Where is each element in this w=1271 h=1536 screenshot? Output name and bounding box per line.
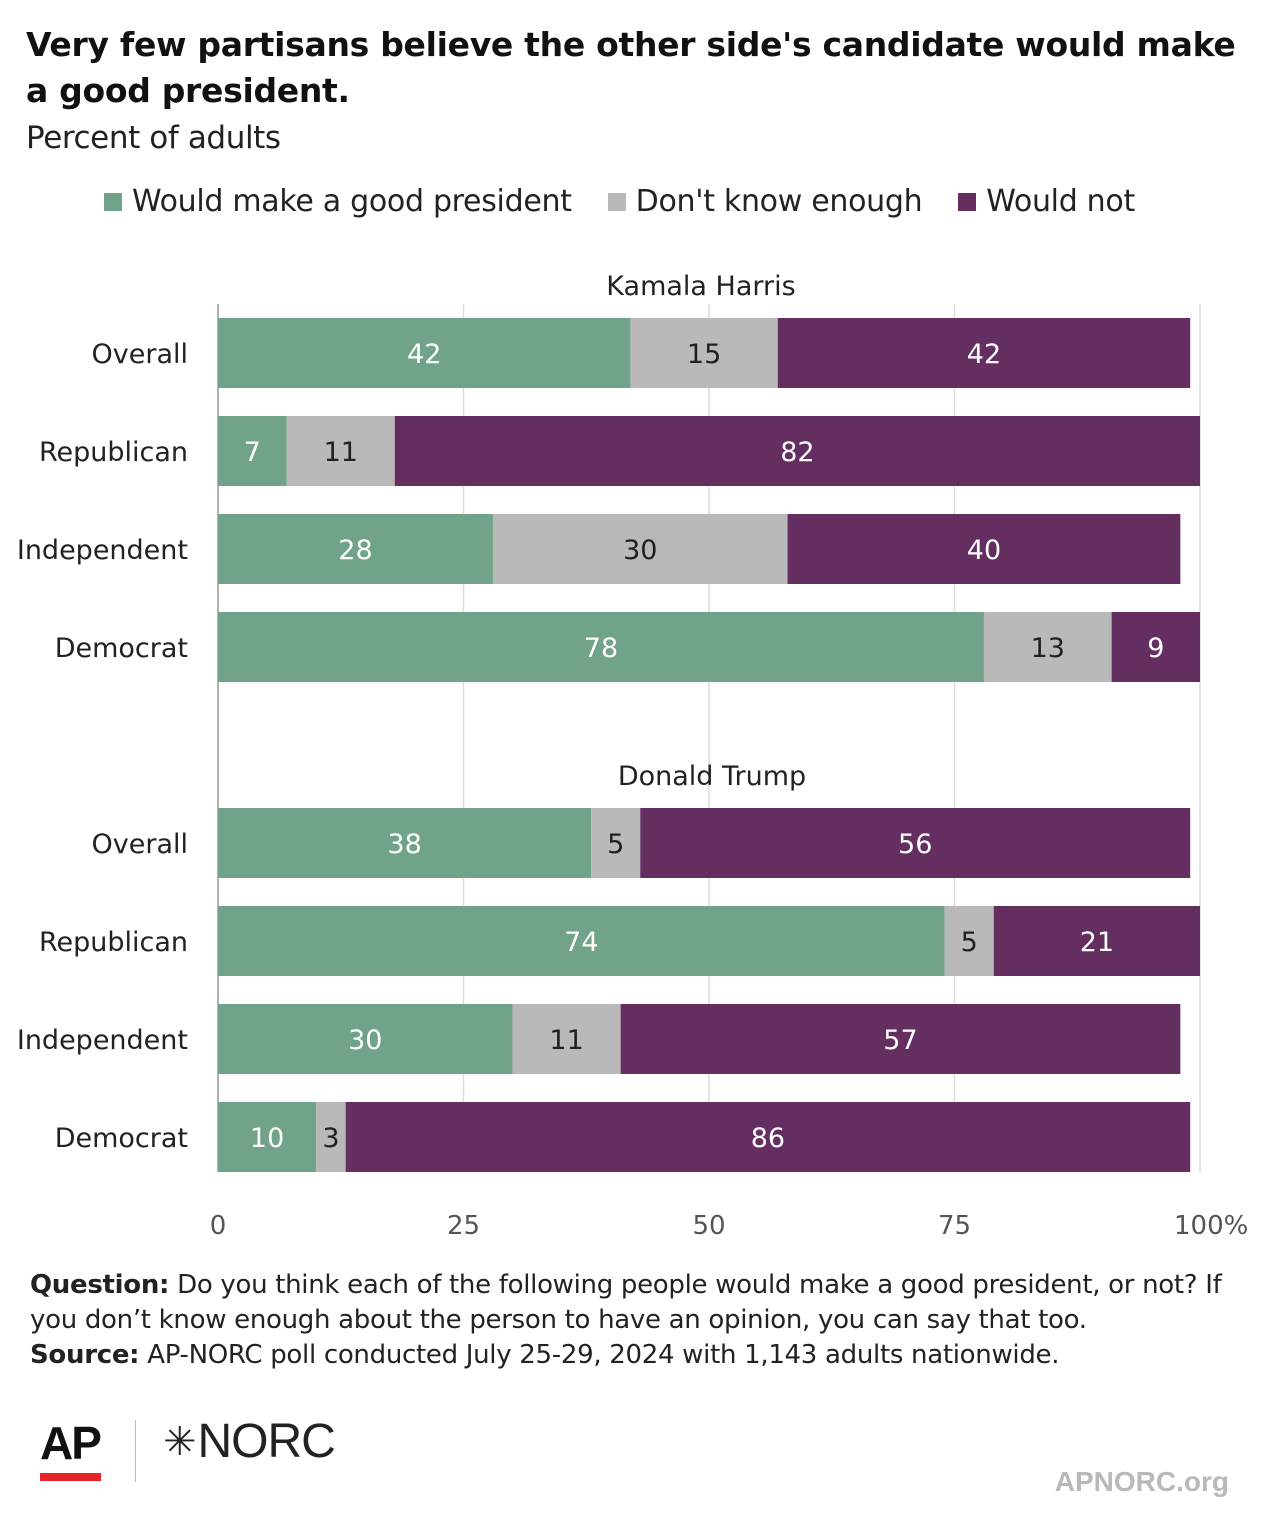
legend-item: Would make a good president (104, 184, 572, 219)
data-label: 28 (338, 535, 372, 566)
chart-title: Very few partisans believe the other sid… (26, 25, 1236, 110)
logo-divider (135, 1420, 136, 1482)
x-tick-label: 25 (447, 1211, 480, 1241)
x-tick-label: 75 (938, 1211, 971, 1241)
data-label: 11 (324, 437, 358, 468)
bar-segment (591, 808, 641, 878)
site-url: APNORC.org (1054, 1466, 1229, 1497)
bar-segment (620, 1004, 1181, 1074)
chart-legend: Would make a good president Don't know en… (104, 184, 1171, 219)
category-label: Overall (92, 829, 189, 860)
bar-segment (218, 416, 287, 486)
chart-footer: Question: Do you think each of the follo… (30, 1268, 1245, 1373)
data-label: 11 (549, 1025, 583, 1056)
legend-swatch (104, 192, 122, 211)
panel-title: Donald Trump (618, 761, 806, 792)
data-label: 42 (967, 339, 1001, 370)
bar-segment (345, 1102, 1191, 1172)
panel-title: Kamala Harris (606, 271, 795, 302)
data-label: 42 (407, 339, 441, 370)
x-tick-label: 0 (210, 1211, 227, 1241)
bar-segment (286, 416, 395, 486)
stacked-bar-chart: Kamala Harris Overall 42 15 42 Republican 7 11 8… (0, 250, 1271, 1255)
data-label: 15 (687, 339, 721, 370)
data-label: 30 (348, 1025, 382, 1056)
bar-segment (218, 1102, 317, 1172)
legend-item: Don't know enough (607, 184, 923, 219)
data-label: 74 (564, 927, 598, 958)
bar-segment (640, 808, 1191, 878)
bar-segment (630, 318, 778, 388)
bar-segment (218, 906, 945, 976)
legend-swatch (958, 192, 977, 211)
category-label: Republican (39, 927, 188, 958)
bar-segment (218, 808, 592, 878)
category-label: Independent (17, 1025, 188, 1056)
question-note: Question: Do you think each of the follo… (30, 1268, 1245, 1338)
data-label: 7 (244, 437, 261, 468)
bar-segment (394, 416, 1200, 486)
question-label: Question: (30, 1270, 170, 1300)
legend-swatch (607, 192, 626, 211)
bar-segment (218, 1004, 513, 1074)
chart-subtitle: Percent of adults (26, 120, 281, 156)
ap-logo-accent (40, 1473, 101, 1481)
bar-segment (218, 318, 631, 388)
bar-segment (218, 514, 493, 584)
asterisk-icon: ✳ (163, 1419, 197, 1464)
ap-logo: AP (40, 1417, 102, 1469)
legend-label: Would not (986, 184, 1135, 219)
data-label: 30 (623, 535, 657, 566)
data-label: 21 (1080, 927, 1114, 958)
bar-segment (787, 514, 1181, 584)
category-label: Independent (17, 535, 188, 566)
legend-item: Would not (958, 184, 1135, 219)
bar-segment (1111, 612, 1200, 682)
norc-logo-text: NORC (197, 1415, 336, 1468)
category-label: Democrat (55, 1123, 188, 1154)
source-label: Source: (30, 1340, 140, 1370)
category-label: Republican (39, 437, 188, 468)
data-label: 5 (961, 927, 978, 958)
data-label: 40 (967, 535, 1001, 566)
data-label: 56 (898, 829, 932, 860)
bar-segment (777, 318, 1191, 388)
data-label: 78 (584, 633, 618, 664)
data-label: 5 (607, 829, 624, 860)
bar-segment (218, 612, 984, 682)
bar-segment (316, 1102, 346, 1172)
legend-label: Don't know enough (635, 184, 923, 219)
data-label: 82 (780, 437, 814, 468)
norc-logo: ✳ NORC (163, 1414, 336, 1469)
source-text: AP-NORC poll conducted July 25-29, 2024 … (139, 1340, 1060, 1370)
data-label: 86 (751, 1123, 785, 1154)
data-label: 9 (1147, 633, 1164, 664)
category-label: Democrat (55, 633, 188, 664)
source-note: Source: AP-NORC poll conducted July 25-2… (30, 1338, 1245, 1373)
bar-segment (512, 1004, 621, 1074)
data-label: 13 (1031, 633, 1065, 664)
bar-segment (944, 906, 994, 976)
x-tick-label: 50 (692, 1211, 725, 1241)
data-label: 10 (250, 1123, 284, 1154)
bar-segment (983, 612, 1112, 682)
data-label: 3 (322, 1123, 339, 1154)
data-label: 38 (387, 829, 421, 860)
chart-canvas: Kamala Harris Overall 42 15 42 Republican 7 11 8… (17, 271, 1248, 1241)
bar-segment (492, 514, 788, 584)
bar-segment (993, 906, 1200, 976)
x-tick-label: 100% (1174, 1211, 1248, 1241)
category-label: Overall (92, 339, 189, 370)
legend-label: Would make a good president (132, 184, 572, 219)
data-label: 57 (883, 1025, 917, 1056)
question-text: Do you think each of the following peopl… (30, 1270, 1222, 1335)
